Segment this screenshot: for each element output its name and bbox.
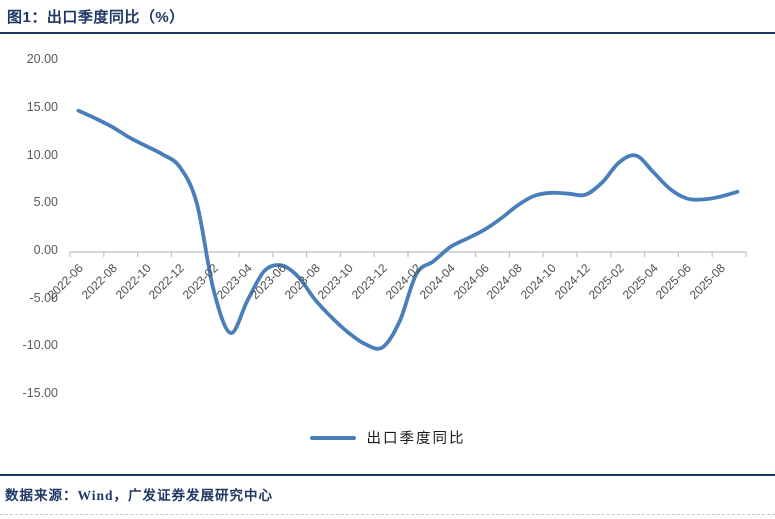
legend-label: 出口季度同比 [366, 431, 466, 447]
x-axis-tick-marks [69, 252, 747, 257]
y-axis-tick-label: 5.00 [33, 195, 58, 210]
y-axis-tick-label: 15.00 [26, 99, 58, 114]
y-axis-tick-label: -5.00 [29, 290, 59, 305]
export-yoy-line-series [76, 108, 740, 351]
data-source-text: 数据来源：Wind，广发证券发展研究中心 [5, 488, 274, 503]
legend-line-swatch [309, 435, 356, 440]
legend: 出口季度同比 [0, 427, 775, 448]
tick-mark [69, 252, 747, 257]
y-axis-tick-label: 10.00 [26, 147, 58, 162]
y-axis-tick-label: -15.00 [22, 386, 58, 401]
bottom-dashed-rule [0, 514, 775, 515]
y-axis-tick-label: 20.00 [26, 52, 58, 67]
footer-divider-rule [0, 474, 775, 476]
title-divider-rule [0, 32, 775, 34]
y-axis-tick-label: -10.00 [22, 338, 58, 353]
page-title: 图1：出口季度同比（%） [7, 9, 185, 26]
y-axis-tick-label: 0.00 [33, 243, 58, 257]
